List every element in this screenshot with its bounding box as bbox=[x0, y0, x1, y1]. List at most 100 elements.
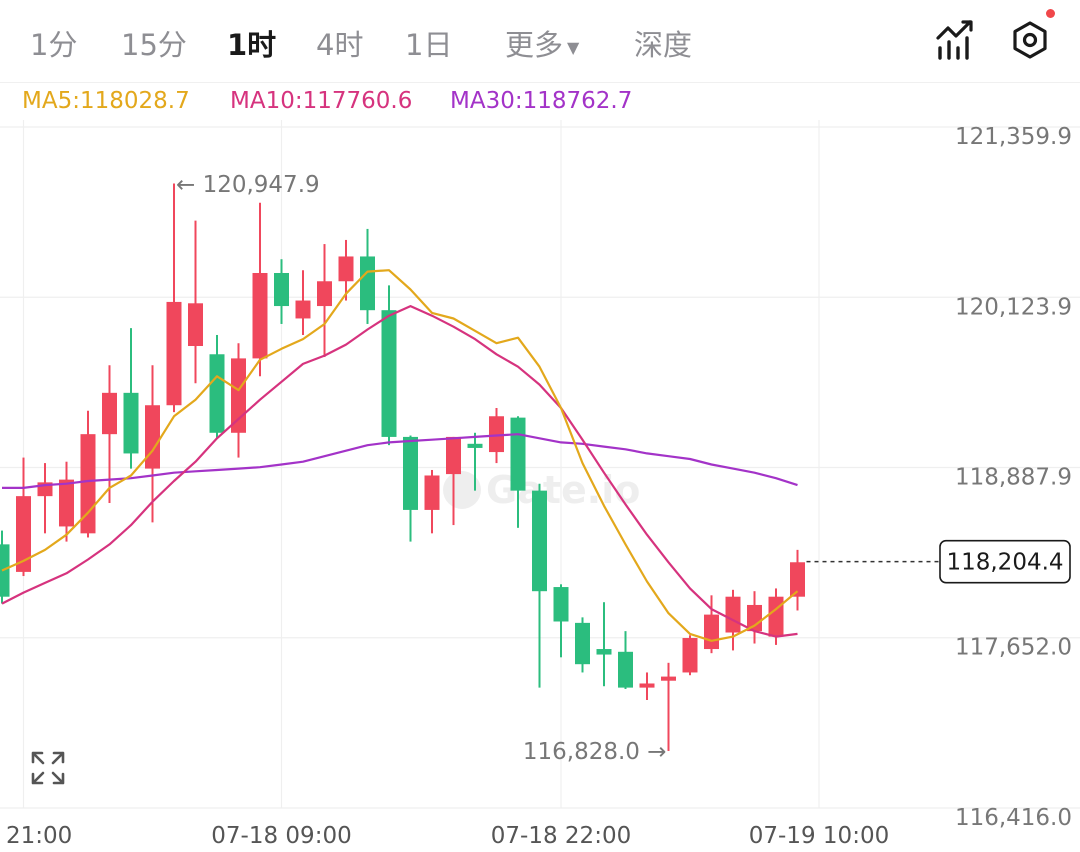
candle-body bbox=[145, 405, 160, 469]
current-price-label: 118,204.4 bbox=[946, 550, 1063, 576]
candle-body bbox=[360, 256, 375, 311]
candle bbox=[575, 617, 590, 673]
candle-body bbox=[209, 354, 225, 433]
candle-body bbox=[618, 651, 633, 688]
candle bbox=[596, 602, 612, 687]
chart-line-icon bbox=[936, 20, 973, 60]
interval-tabs: 1分 15分 1时 4时 1日 更多 ▼ 深度 bbox=[0, 0, 1080, 83]
candle bbox=[145, 365, 160, 523]
candle-body bbox=[747, 604, 762, 632]
settings-button[interactable] bbox=[1008, 9, 1055, 62]
candle-body bbox=[274, 272, 289, 307]
candle-body bbox=[682, 638, 698, 673]
expand-icon bbox=[31, 751, 65, 785]
y-tick-label: 120,123.9 bbox=[955, 294, 1072, 320]
candle bbox=[209, 334, 225, 439]
candle-body bbox=[403, 436, 418, 510]
candle-body bbox=[467, 443, 483, 448]
candle-body bbox=[553, 587, 569, 622]
candle bbox=[274, 259, 289, 324]
tab-more-label: 更多 bbox=[505, 28, 564, 62]
tab-1day[interactable]: 1日 bbox=[405, 28, 453, 62]
ma10-label: MA10:117760.6 bbox=[230, 88, 413, 114]
indicator-button[interactable] bbox=[934, 18, 978, 62]
candle-body bbox=[725, 596, 741, 633]
tab-1min[interactable]: 1分 bbox=[30, 28, 78, 62]
candle-body bbox=[532, 490, 547, 592]
candle bbox=[102, 365, 117, 504]
candle-body bbox=[768, 596, 784, 637]
candle bbox=[424, 469, 440, 534]
candle-body bbox=[123, 392, 139, 454]
candle bbox=[553, 584, 569, 658]
annotations: ← 120,947.9 116,828.0 → bbox=[176, 172, 667, 765]
watermark-text: Gate.io bbox=[486, 468, 640, 512]
candle bbox=[188, 220, 203, 384]
candle-body bbox=[510, 417, 526, 491]
hexagon-settings-icon bbox=[1013, 21, 1047, 59]
candle bbox=[618, 631, 633, 689]
candle-body bbox=[575, 622, 590, 665]
candle-body bbox=[424, 475, 440, 510]
candle bbox=[467, 432, 483, 491]
candle-body bbox=[446, 436, 461, 475]
current-price-marker: 118,204.4 bbox=[806, 539, 1071, 584]
candle bbox=[682, 635, 698, 676]
candle-body bbox=[639, 683, 655, 688]
candle bbox=[317, 244, 332, 358]
candle-body bbox=[59, 479, 74, 527]
tab-4hour[interactable]: 4时 bbox=[316, 28, 364, 62]
x-tick-label: 07-18 09:00 bbox=[211, 823, 351, 849]
high-price-annotation: ← 120,947.9 bbox=[176, 172, 320, 198]
candle-body bbox=[188, 303, 203, 347]
fullscreen-button[interactable] bbox=[30, 750, 66, 786]
low-price-annotation: 116,828.0 → bbox=[523, 739, 667, 765]
candle bbox=[790, 549, 805, 611]
candle bbox=[532, 483, 547, 688]
x-tick-label: 07-18 22:00 bbox=[491, 823, 631, 849]
candle-body bbox=[231, 358, 246, 433]
ma30-label: MA30:118762.7 bbox=[450, 88, 633, 114]
tab-depth[interactable]: 深度 bbox=[634, 28, 693, 62]
candle bbox=[338, 239, 354, 301]
candle bbox=[747, 591, 762, 644]
x-tick-label: 21:00 bbox=[6, 823, 72, 849]
candle-body bbox=[0, 544, 10, 597]
ma5-line bbox=[1, 269, 799, 642]
candle bbox=[59, 461, 74, 542]
candle bbox=[639, 672, 655, 701]
tab-15min[interactable]: 15分 bbox=[121, 28, 187, 62]
y-tick-label: 121,359.9 bbox=[955, 124, 1072, 150]
y-tick-label: 117,652.0 bbox=[955, 635, 1072, 661]
y-tick-label: 118,887.9 bbox=[955, 465, 1072, 491]
candle-body bbox=[381, 310, 397, 437]
tab-1hour[interactable]: 1时 bbox=[227, 28, 277, 62]
candle bbox=[166, 183, 182, 413]
ma30-line bbox=[2, 433, 798, 489]
x-tick-label: 07-19 10:00 bbox=[749, 823, 889, 849]
y-tick-label: 116,416.0 bbox=[955, 805, 1072, 831]
candle bbox=[446, 436, 461, 526]
candle bbox=[360, 228, 375, 324]
candle-body bbox=[704, 614, 719, 650]
candle-body bbox=[489, 416, 504, 453]
candle-body bbox=[16, 496, 31, 572]
tab-more[interactable]: 更多 ▼ bbox=[505, 22, 579, 64]
candle-body bbox=[102, 392, 117, 435]
candle bbox=[123, 328, 139, 469]
y-axis: 121,359.9 120,123.9 118,887.9 117,652.0 116,… bbox=[955, 124, 1072, 831]
candle bbox=[231, 343, 246, 458]
ma10-line bbox=[1, 305, 798, 638]
ma-lines-layer bbox=[1, 269, 799, 642]
current-price-box bbox=[939, 539, 1071, 584]
candle bbox=[403, 435, 418, 542]
candle-body bbox=[338, 256, 354, 282]
caret-down-icon: ▼ bbox=[567, 37, 580, 57]
x-axis: 21:00 07-18 09:00 07-18 22:00 07-19 10:00 bbox=[6, 823, 889, 849]
candle-body bbox=[295, 300, 311, 319]
candle bbox=[252, 202, 268, 377]
candle bbox=[37, 463, 53, 534]
candle-body bbox=[166, 301, 182, 406]
